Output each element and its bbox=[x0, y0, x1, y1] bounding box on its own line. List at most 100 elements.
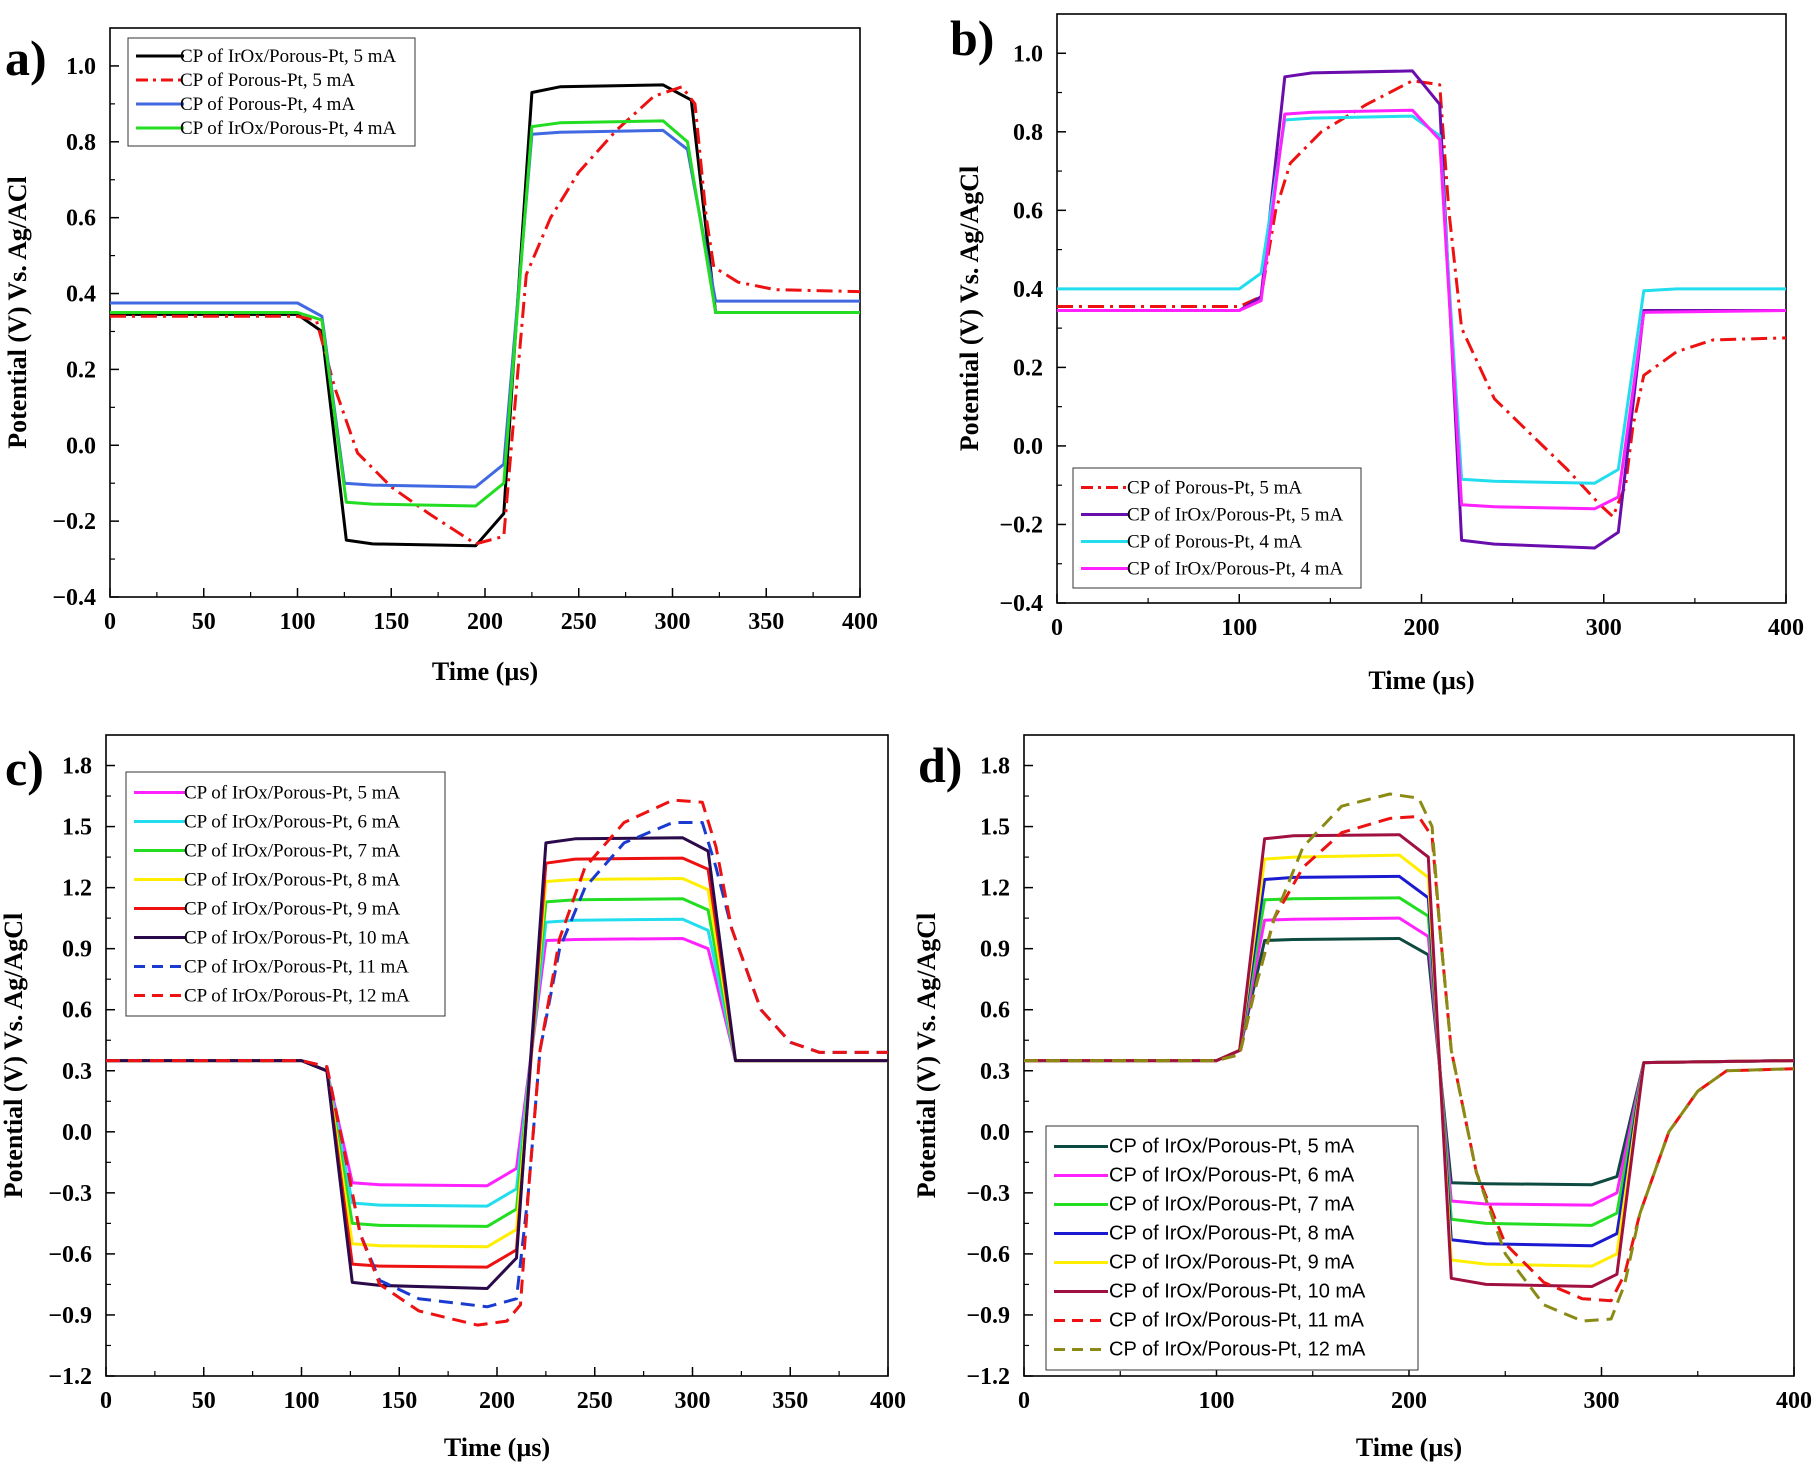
y-tick-label: −0.3 bbox=[48, 1181, 92, 1207]
legend-box bbox=[125, 771, 446, 1017]
y-tick-label: −1.2 bbox=[966, 1364, 1010, 1390]
y-tick-label: 0.0 bbox=[980, 1120, 1010, 1146]
y-tick-label: 0.9 bbox=[980, 937, 1010, 963]
panel-label: d) bbox=[918, 737, 962, 793]
x-tick-label: 0 bbox=[104, 609, 116, 635]
y-tick-label: 1.8 bbox=[980, 754, 1010, 780]
legend-label: CP of IrOx/Porous-Pt, 6 mA bbox=[1109, 1165, 1355, 1187]
y-tick-label: 0.4 bbox=[66, 282, 96, 308]
series-group bbox=[106, 798, 888, 1327]
y-tick-label: 0.3 bbox=[980, 1059, 1010, 1085]
y-tick-label: 0.3 bbox=[62, 1059, 92, 1085]
x-tick-label: 100 bbox=[280, 609, 316, 635]
y-tick-label: 0.0 bbox=[1013, 434, 1043, 460]
series-group bbox=[110, 83, 860, 548]
chart-panel-4: 0 100 200 300 400 −1.2 −0.9 −0.6 −0.3 0.0 0.3 0.6 0.… bbox=[912, 734, 1812, 1462]
legend-label: CP of IrOx/Porous-Pt, 5 mA bbox=[1109, 1136, 1355, 1158]
legend: CP of IrOx/Porous-Pt, 5 mA CP of IrOx/Por… bbox=[1045, 1125, 1419, 1371]
legend-label: CP of IrOx/Porous-Pt, 7 mA bbox=[1109, 1194, 1355, 1216]
x-tick-label: 0 bbox=[100, 1388, 112, 1414]
legend-label: CP of IrOx/Porous-Pt, 4 mA bbox=[1127, 559, 1344, 580]
legend: CP of Porous-Pt, 5 mA CP of IrOx/Porous-P… bbox=[1072, 467, 1362, 589]
x-tick-label: 300 bbox=[675, 1388, 711, 1414]
legend-label: CP of IrOx/Porous-Pt, 7 mA bbox=[184, 841, 401, 862]
x-tick-label: 0 bbox=[1018, 1388, 1030, 1414]
series-line-3 bbox=[1057, 114, 1786, 485]
y-tick-label: −1.2 bbox=[48, 1364, 92, 1390]
x-tick-label: 150 bbox=[381, 1388, 417, 1414]
x-tick-label: 300 bbox=[655, 609, 691, 635]
x-tick-label: 400 bbox=[1768, 615, 1804, 641]
legend-label: CP of IrOx/Porous-Pt, 4 mA bbox=[180, 118, 397, 139]
legend-label: CP of Porous-Pt, 4 mA bbox=[180, 94, 355, 115]
series-group bbox=[1057, 69, 1786, 550]
y-tick-label: 0.8 bbox=[66, 130, 96, 156]
x-tick-label: 400 bbox=[842, 609, 878, 635]
panel-label: a) bbox=[5, 30, 47, 86]
x-tick-label: 100 bbox=[284, 1388, 320, 1414]
legend-label: CP of IrOx/Porous-Pt, 11 mA bbox=[184, 957, 409, 978]
x-tick-label: 200 bbox=[479, 1388, 515, 1414]
legend-label: CP of Porous-Pt, 4 mA bbox=[1127, 532, 1302, 553]
y-tick-label: 0.6 bbox=[66, 206, 96, 232]
x-tick-label: 250 bbox=[577, 1388, 613, 1414]
legend-label: CP of IrOx/Porous-Pt, 12 mA bbox=[184, 986, 410, 1007]
y-tick-label: 1.8 bbox=[62, 754, 92, 780]
series-line-8 bbox=[106, 798, 888, 1327]
legend-label: CP of Porous-Pt, 5 mA bbox=[1127, 478, 1302, 499]
legend-label: CP of IrOx/Porous-Pt, 9 mA bbox=[184, 899, 401, 920]
chart-panel-3: 0 50 100 150 200 250 300 350 400 −1.2 −0.9 −0.6 −0.3… bbox=[0, 734, 906, 1462]
x-axis-label: Time (µs) bbox=[1368, 666, 1474, 695]
y-tick-label: −0.9 bbox=[48, 1303, 92, 1329]
y-tick-label: 1.0 bbox=[1013, 41, 1043, 67]
legend-label: CP of IrOx/Porous-Pt, 5 mA bbox=[1127, 505, 1344, 526]
y-axis-label: Potential (V) Vs. Ag/AgCl bbox=[912, 913, 941, 1199]
y-tick-label: 1.2 bbox=[62, 876, 92, 902]
y-tick-label: 1.0 bbox=[66, 54, 96, 80]
y-tick-label: 0.9 bbox=[62, 937, 92, 963]
y-axis-label: Potential (V) Vs. Ag/AgCl bbox=[955, 166, 984, 452]
y-axis-label: Potential (V) Vs. Ag/ACl bbox=[3, 176, 32, 449]
y-tick-label: 0.6 bbox=[980, 998, 1010, 1024]
y-tick-label: −0.2 bbox=[52, 509, 96, 535]
x-axis-label: Time (µs) bbox=[1356, 1433, 1462, 1462]
legend-label: CP of Porous-Pt, 5 mA bbox=[180, 70, 355, 91]
y-tick-label: −0.6 bbox=[48, 1242, 92, 1268]
y-tick-label: 1.5 bbox=[980, 815, 1010, 841]
x-tick-label: 200 bbox=[1391, 1388, 1427, 1414]
y-tick-label: −0.4 bbox=[999, 591, 1043, 617]
y-tick-label: 0.8 bbox=[1013, 120, 1043, 146]
series-line-8 bbox=[1024, 792, 1794, 1323]
y-tick-label: −0.3 bbox=[966, 1181, 1010, 1207]
x-tick-label: 350 bbox=[748, 609, 784, 635]
y-tick-label: 0.0 bbox=[62, 1120, 92, 1146]
x-tick-label: 200 bbox=[1404, 615, 1440, 641]
series-line-4 bbox=[1057, 108, 1786, 511]
y-tick-label: −0.2 bbox=[999, 512, 1043, 538]
series-line-3 bbox=[110, 128, 860, 489]
chart-panel-1: 0 50 100 150 200 250 300 350 400 −0.4 −0.2 0.0 0.2 0.… bbox=[3, 27, 878, 686]
y-tick-label: 0.2 bbox=[1013, 355, 1043, 381]
legend-label: CP of IrOx/Porous-Pt, 12 mA bbox=[1109, 1339, 1366, 1361]
legend-label: CP of IrOx/Porous-Pt, 8 mA bbox=[184, 870, 401, 891]
series-line-2 bbox=[110, 85, 860, 546]
y-tick-label: 1.5 bbox=[62, 815, 92, 841]
legend: CP of IrOx/Porous-Pt, 5 mA CP of Porous-P… bbox=[127, 37, 416, 147]
y-tick-label: 0.0 bbox=[66, 433, 96, 459]
series-group bbox=[1024, 792, 1794, 1323]
series-line-1 bbox=[1057, 79, 1786, 519]
panel-label: c) bbox=[5, 740, 44, 796]
x-tick-label: 100 bbox=[1221, 615, 1257, 641]
y-tick-label: 0.6 bbox=[1013, 198, 1043, 224]
legend-label: CP of IrOx/Porous-Pt, 8 mA bbox=[1109, 1223, 1355, 1245]
legend-box bbox=[1045, 1125, 1419, 1371]
series-line-1 bbox=[110, 83, 860, 548]
y-tick-label: 0.6 bbox=[62, 998, 92, 1024]
x-tick-label: 400 bbox=[870, 1388, 906, 1414]
y-axis-label: Potential (V) Vs. Ag/AgCl bbox=[0, 913, 28, 1199]
x-tick-label: 50 bbox=[192, 609, 216, 635]
legend-label: CP of IrOx/Porous-Pt, 5 mA bbox=[180, 46, 397, 67]
x-tick-label: 250 bbox=[561, 609, 597, 635]
y-tick-label: 0.2 bbox=[66, 357, 96, 383]
x-tick-label: 350 bbox=[772, 1388, 808, 1414]
